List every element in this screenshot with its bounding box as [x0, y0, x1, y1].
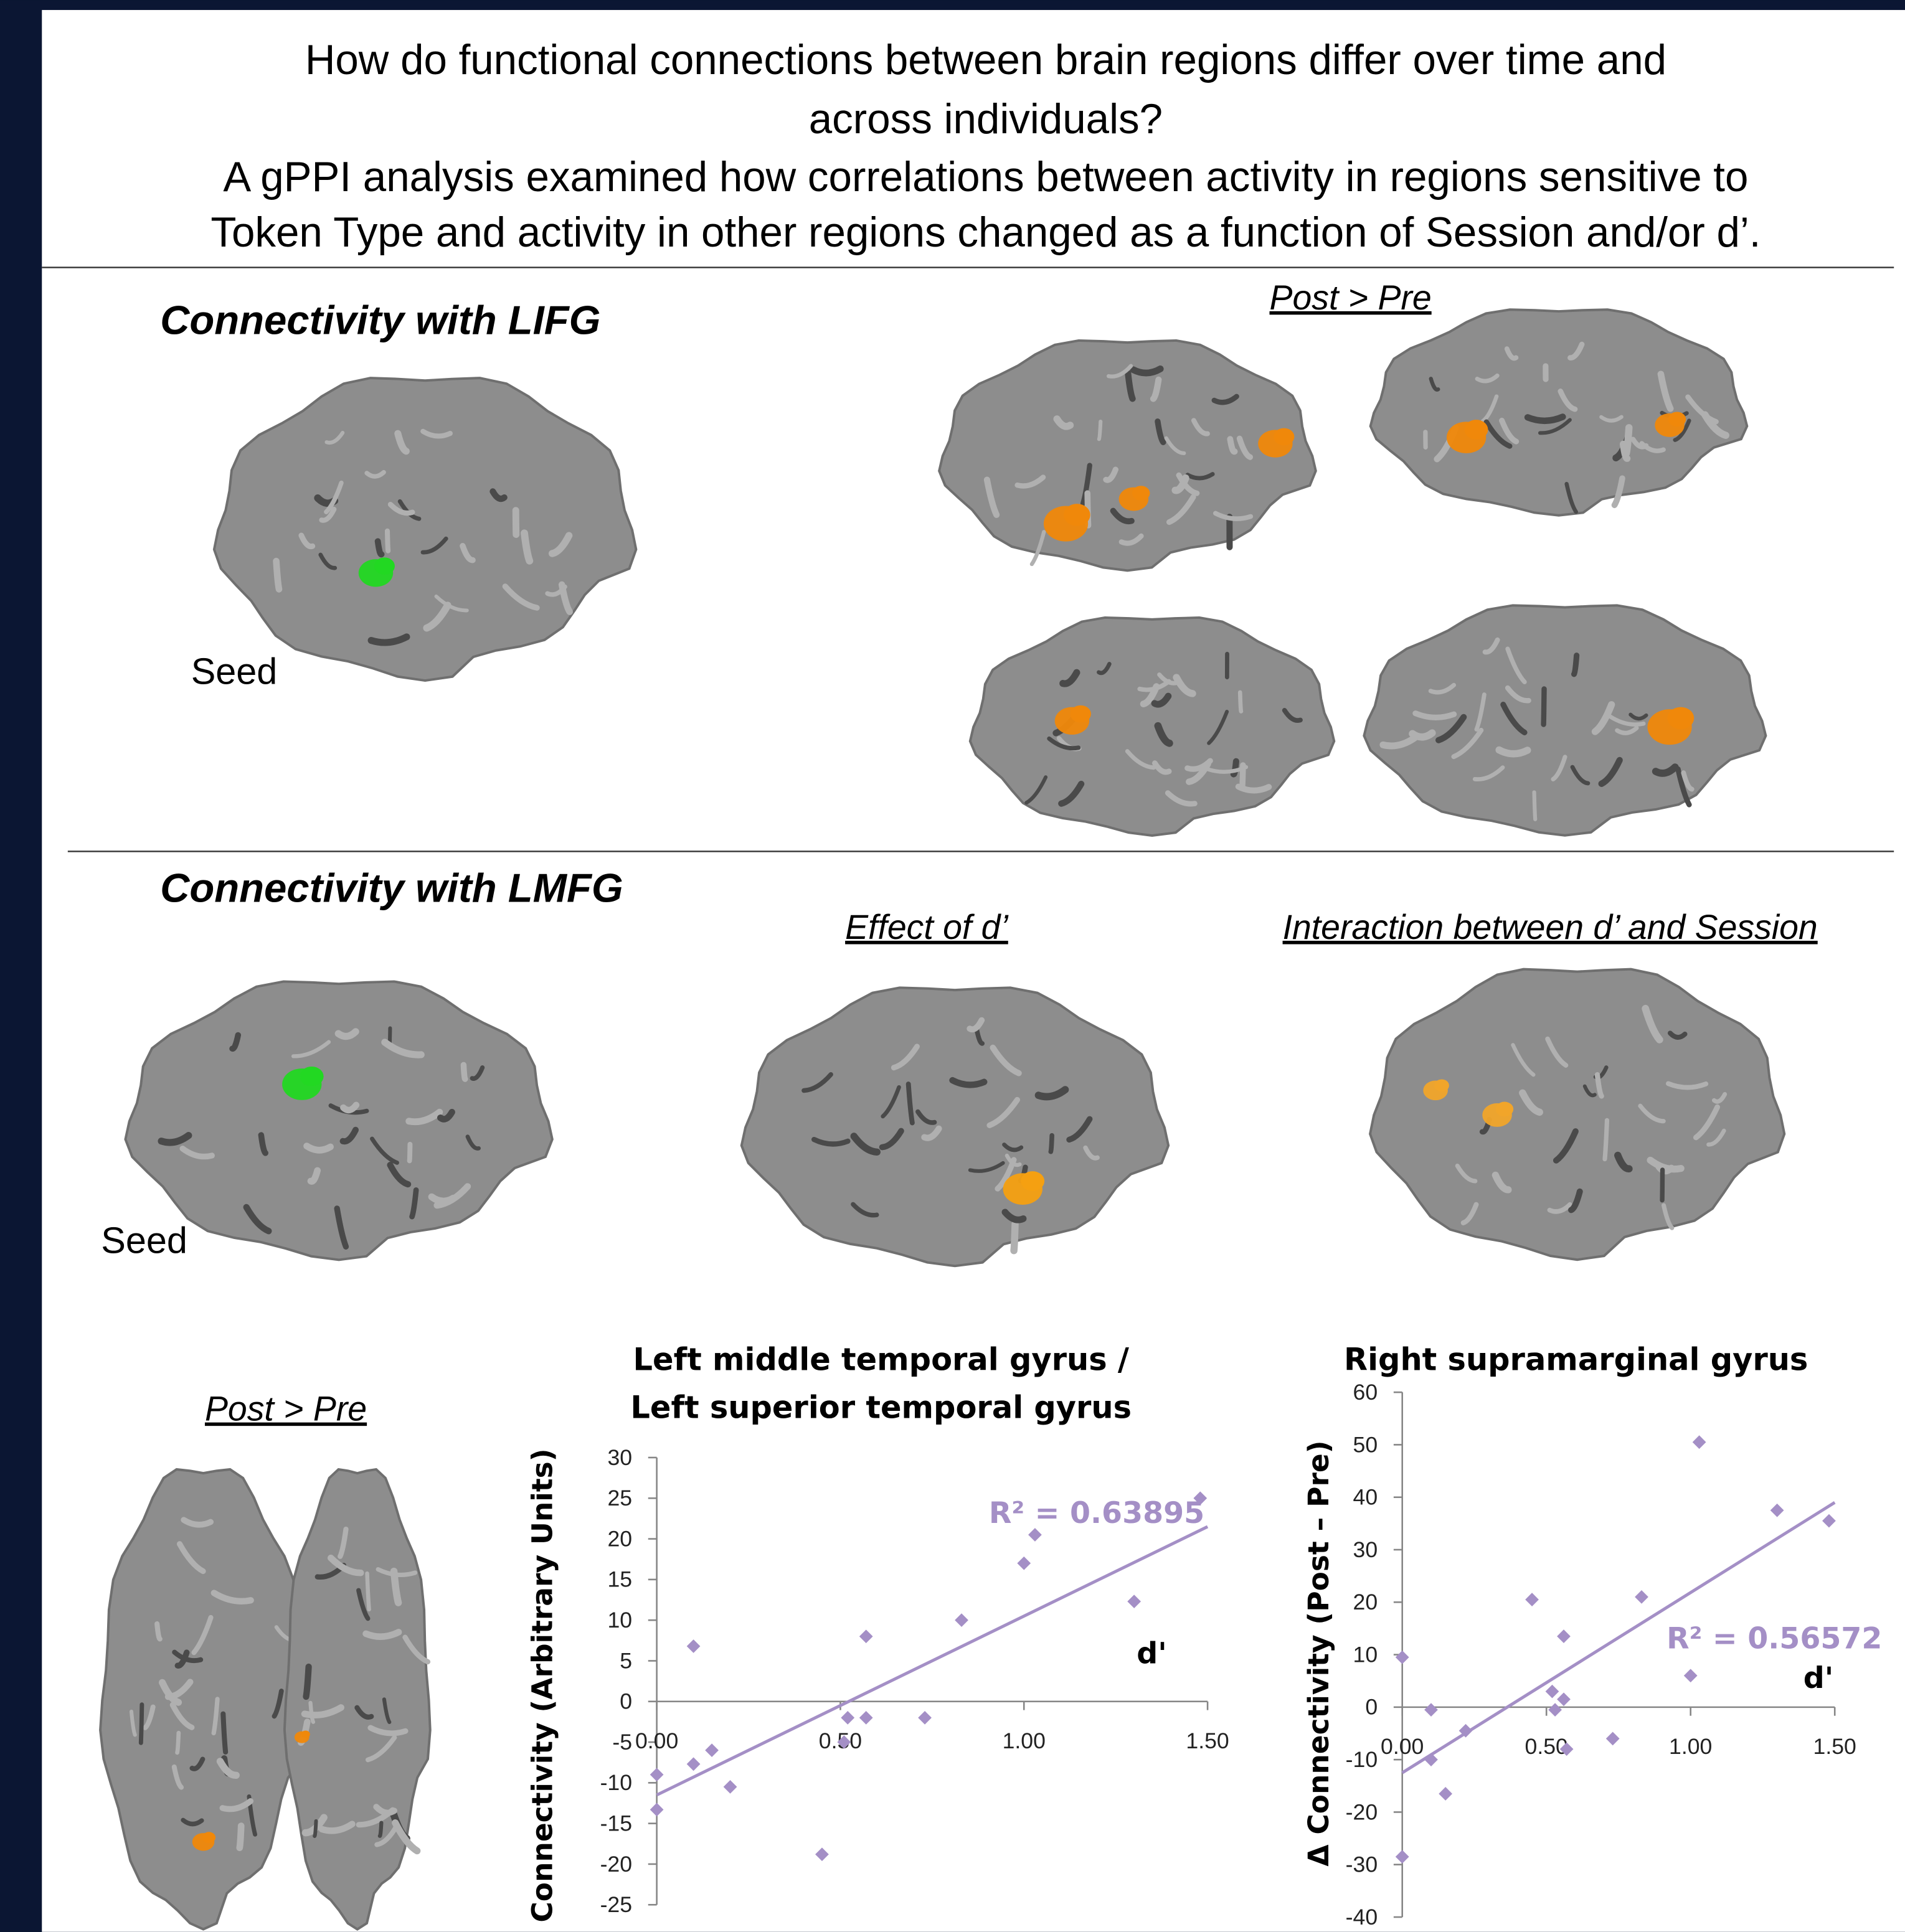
sulcus	[1051, 1136, 1052, 1152]
activation	[1071, 705, 1091, 723]
y-axis-label: Δ Connectivity (Post – Pre)	[1302, 1440, 1335, 1866]
sulcus	[223, 1714, 225, 1752]
activation	[1668, 707, 1695, 730]
y-tick-label: 0	[1365, 1695, 1378, 1720]
y-tick-label: 20	[607, 1526, 632, 1551]
y-tick-label: 0	[620, 1689, 632, 1714]
y-tick-label: -25	[600, 1892, 632, 1917]
x-tick-label: 1.50	[1813, 1734, 1856, 1759]
y-tick-label: 30	[1353, 1537, 1378, 1562]
sulcus	[394, 1572, 399, 1603]
sulcus	[240, 1826, 241, 1848]
seed-label: Seed	[101, 1220, 187, 1261]
sulcus	[306, 1667, 308, 1697]
activation	[1434, 1080, 1449, 1092]
sulcus	[1574, 656, 1577, 674]
sulcus	[1605, 1120, 1607, 1159]
y-tick-label: -20	[1346, 1799, 1378, 1824]
header-line: Token Type and activity in other regions…	[210, 209, 1761, 256]
section-title: Connectivity with LIFG	[160, 297, 600, 342]
sulcus	[1014, 1224, 1015, 1251]
y-tick-label: -10	[1346, 1747, 1378, 1772]
activation	[374, 557, 395, 575]
chart-title: Left superior temporal gyrus	[630, 1390, 1132, 1426]
sulcus	[1534, 792, 1536, 819]
y-tick-label: 60	[1353, 1380, 1378, 1405]
sulcus	[380, 1823, 382, 1836]
y-tick-label: 50	[1353, 1432, 1378, 1457]
y-tick-label: -15	[600, 1811, 632, 1836]
sulcus	[277, 561, 279, 589]
x-tick-label: 1.50	[1186, 1728, 1229, 1753]
chart-title: Right supramarginal gyrus	[1344, 1341, 1808, 1377]
activation	[1021, 1171, 1044, 1191]
activation	[1132, 486, 1150, 501]
panel-title: Interaction between d’ and Session	[1283, 908, 1818, 946]
activation	[1064, 504, 1090, 526]
sulcus	[1499, 750, 1528, 754]
y-tick-label: 30	[607, 1445, 632, 1470]
sulcus	[1240, 692, 1241, 712]
sulcus	[141, 1705, 142, 1743]
r-squared: R² = 0.56572	[1666, 1622, 1882, 1656]
y-tick-label: -10	[600, 1770, 632, 1795]
y-tick-label: -5	[612, 1730, 632, 1755]
sulcus	[367, 1573, 369, 1609]
x-tick-label: 0.00	[635, 1728, 678, 1753]
activation	[1464, 420, 1488, 440]
header-line: How do functional connections between br…	[305, 37, 1666, 83]
panel-title: Post > Pre	[1270, 278, 1432, 317]
x-tick-label: 0.50	[1525, 1734, 1568, 1759]
x-tick-label: 1.00	[1669, 1734, 1712, 1759]
sulcus	[157, 1624, 160, 1639]
x-axis-label: d'	[1137, 1636, 1167, 1670]
sulcus	[378, 541, 382, 554]
header-line: A gPPI analysis examined how correlation…	[223, 154, 1748, 200]
x-axis-label: d'	[1803, 1661, 1834, 1695]
chart-title: Left middle temporal gyrus /	[633, 1341, 1130, 1377]
y-tick-label: 5	[620, 1648, 632, 1673]
header-line: across individuals?	[809, 96, 1163, 143]
r-squared: R² = 0.63895	[989, 1496, 1204, 1530]
activation	[1274, 428, 1294, 446]
sulcus	[1623, 444, 1627, 458]
y-tick-label: 40	[1353, 1485, 1378, 1510]
seed-label: Seed	[191, 650, 278, 692]
y-axis-label: Connectivity (Arbitrary Units)	[526, 1448, 559, 1922]
activation	[202, 1832, 215, 1843]
y-tick-label: 20	[1353, 1590, 1378, 1614]
y-tick-label: 25	[607, 1486, 632, 1510]
y-tick-label: -20	[600, 1852, 632, 1877]
y-tick-label: -40	[1346, 1905, 1378, 1930]
y-tick-label: 10	[1353, 1642, 1378, 1667]
sulcus	[463, 1065, 465, 1079]
x-tick-label: 0.00	[1381, 1734, 1424, 1759]
panel-title: Effect of d’	[845, 908, 1009, 946]
sulcus	[177, 1733, 179, 1753]
sulcus	[387, 531, 388, 551]
y-tick-label: 10	[607, 1608, 632, 1633]
activation	[1668, 412, 1686, 427]
x-tick-label: 1.00	[1003, 1728, 1046, 1753]
poster: How do functional connections between br…	[0, 0, 1905, 1932]
activation	[1496, 1102, 1513, 1117]
panel-title: Post > Pre	[205, 1390, 367, 1428]
page: { "header": { "lines": [ "How do functio…	[0, 0, 1905, 1932]
sulcus	[314, 1821, 316, 1836]
section-title: Connectivity with LMFG	[160, 865, 623, 911]
sulcus	[1099, 422, 1100, 439]
activation	[301, 1730, 310, 1738]
activation	[300, 1067, 324, 1086]
y-tick-label: -30	[1346, 1852, 1378, 1877]
sulcus	[1412, 733, 1432, 737]
y-tick-label: 15	[607, 1567, 632, 1592]
